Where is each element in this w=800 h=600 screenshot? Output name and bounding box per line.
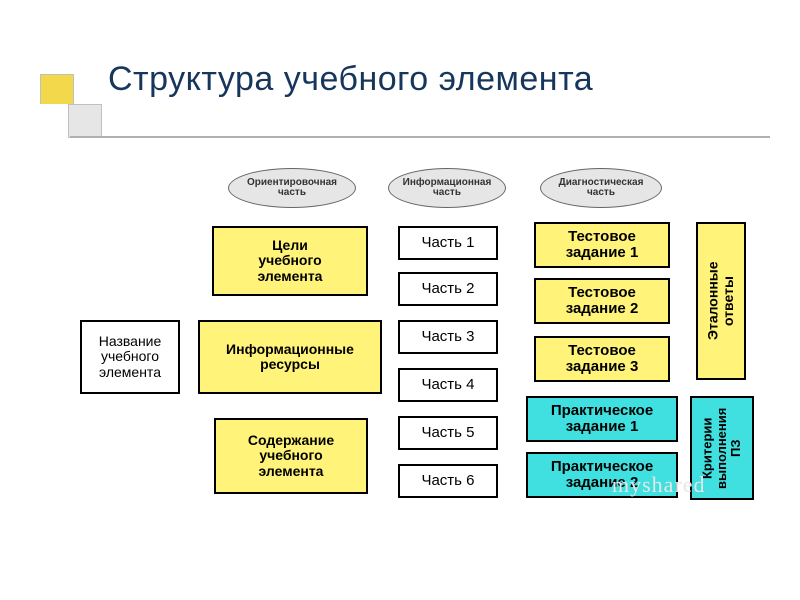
box-prac1: Практическое задание 1 xyxy=(526,396,678,442)
header-ellipse-diag: Диагностическая часть xyxy=(540,168,662,208)
box-test3: Тестовое задание 3 xyxy=(534,336,670,382)
box-part1: Часть 1 xyxy=(398,226,498,260)
box-test2: Тестовое задание 2 xyxy=(534,278,670,324)
box-part2: Часть 2 xyxy=(398,272,498,306)
box-part4: Часть 4 xyxy=(398,368,498,402)
watermark: myshared xyxy=(612,472,706,498)
header-ellipse-orient: Ориентировочная часть xyxy=(228,168,356,208)
vbox-etalon: Эталонные ответы xyxy=(696,222,746,380)
box-resources: Информационные ресурсы xyxy=(198,320,382,394)
corner-decoration xyxy=(68,104,102,138)
box-part3: Часть 3 xyxy=(398,320,498,354)
box-name: Название учебного элемента xyxy=(80,320,180,394)
slide-title: Структура учебного элемента xyxy=(108,60,593,99)
corner-decoration xyxy=(40,104,68,138)
header-ellipse-info: Информационная часть xyxy=(388,168,506,208)
box-part5: Часть 5 xyxy=(398,416,498,450)
corner-decoration xyxy=(40,74,74,108)
box-part6: Часть 6 xyxy=(398,464,498,498)
title-underline xyxy=(70,136,770,138)
box-test1: Тестовое задание 1 xyxy=(534,222,670,268)
box-goals: Цели учебного элемента xyxy=(212,226,368,296)
box-content: Содержание учебного элемента xyxy=(214,418,368,494)
